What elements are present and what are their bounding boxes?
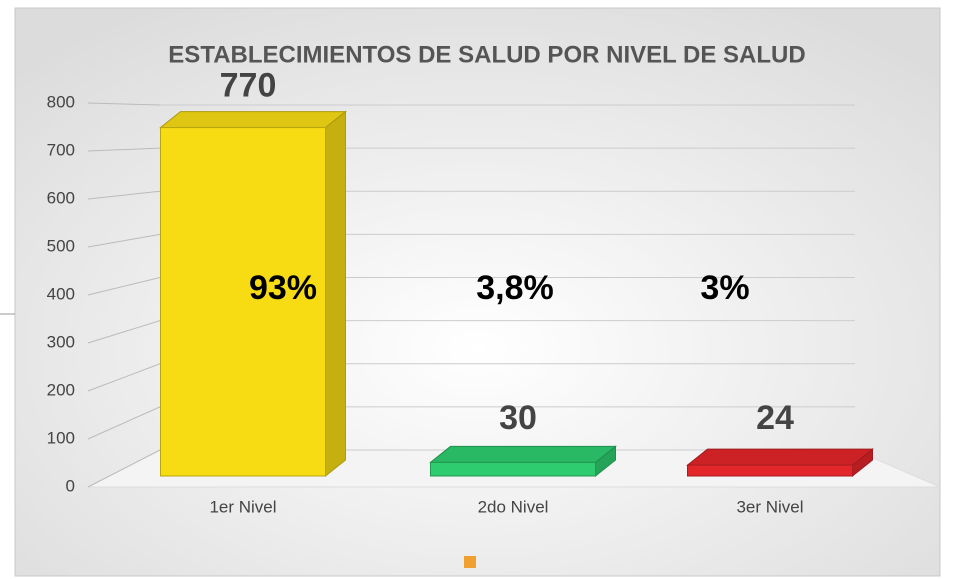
- y-tick-label: 0: [66, 476, 75, 495]
- y-tick-label: 300: [47, 332, 75, 351]
- bar-top: [429, 445, 617, 463]
- legend-marker: [464, 556, 476, 568]
- percent-label: 3,8%: [476, 269, 554, 307]
- percent-label: 93%: [249, 269, 317, 307]
- y-tick-label: 400: [47, 284, 75, 303]
- bar: [160, 127, 326, 477]
- y-tick-label: 500: [47, 236, 75, 255]
- bar-side: [325, 110, 346, 478]
- chart-title: ESTABLECIMIENTOS DE SALUD POR NIVEL DE S…: [168, 41, 805, 68]
- x-tick-label: 3er Nivel: [736, 497, 803, 516]
- axis-tick: [87, 190, 161, 200]
- bar-top: [686, 448, 874, 466]
- value-label: 770: [220, 67, 277, 105]
- axis-tick: [87, 406, 161, 440]
- axis-tick: [87, 102, 161, 106]
- percent-label: 3%: [700, 269, 749, 307]
- bar: [430, 461, 596, 477]
- x-tick-label: 2do Nivel: [478, 497, 549, 516]
- y-tick-label: 200: [47, 380, 75, 399]
- axis-tick: [87, 233, 161, 248]
- value-label: 24: [756, 399, 794, 437]
- axis-tick: [87, 320, 161, 344]
- x-tick-label: 1er Nivel: [209, 497, 276, 516]
- axis-tick: [87, 147, 161, 152]
- y-tick-label: 800: [47, 92, 75, 111]
- axis-tick: [87, 277, 161, 296]
- axis-tick: [87, 363, 161, 392]
- bar-top: [159, 111, 347, 129]
- value-label: 30: [499, 399, 537, 437]
- y-tick-label: 600: [47, 188, 75, 207]
- axis-tick: [87, 449, 161, 488]
- bar: [687, 464, 853, 477]
- y-tick-label: 700: [47, 140, 75, 159]
- y-tick-label: 100: [47, 428, 75, 447]
